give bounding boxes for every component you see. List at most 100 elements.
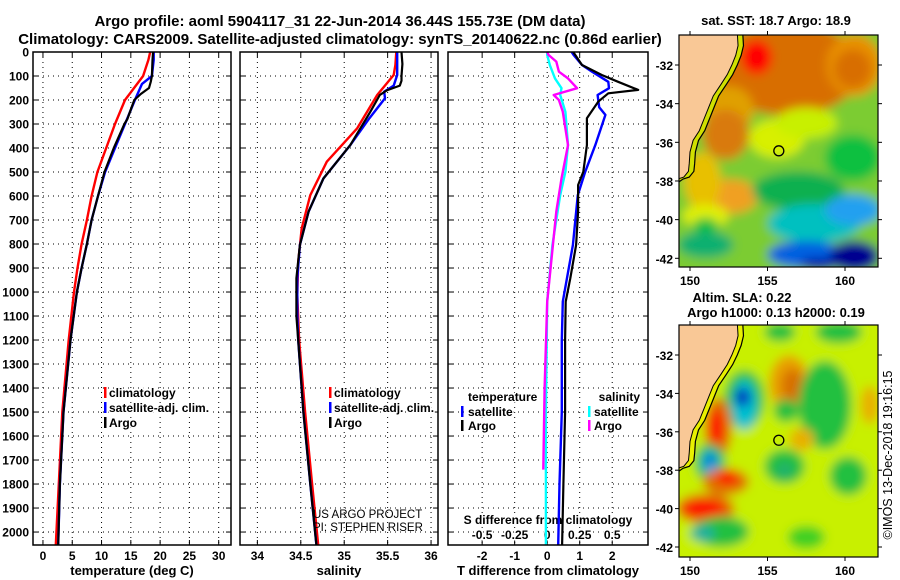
- legend-swatch: [588, 420, 591, 431]
- x-tick-label: 15: [124, 549, 138, 563]
- map-field-patch: [824, 194, 878, 226]
- x-tick-label: 30: [212, 549, 226, 563]
- x-tick-label: 36: [424, 549, 438, 563]
- map-image-sla: [679, 325, 878, 557]
- x-tick-label: 34: [251, 549, 265, 563]
- map-field-patch: [800, 258, 838, 267]
- x-tick-label: 34.5: [289, 549, 313, 563]
- map-panels: sat. SST: 18.7 Argo: 18.9 -32 -34 -36 -38 -40…: [656, 13, 882, 578]
- map-field-patch: [773, 399, 799, 423]
- map-field-patch: [829, 456, 867, 496]
- y-tick-label: 1400: [2, 382, 29, 396]
- isobath-line: [679, 325, 745, 472]
- lat-tick-label: -32: [656, 349, 674, 363]
- legend-swatch: [329, 417, 332, 428]
- continental-shelf: [679, 35, 744, 182]
- legend-swatch: [329, 402, 332, 413]
- map-field-patch: [789, 427, 814, 452]
- isobath-line: [679, 35, 745, 183]
- legend-label: satellite-adj. clim.: [334, 401, 434, 415]
- lon-tick-label: 150: [680, 564, 700, 578]
- map-title: Argo h1000: 0.13 h2000: 0.19: [687, 305, 865, 320]
- s-tick-label: 0.25: [568, 528, 592, 542]
- y-tick-label: 600: [9, 190, 29, 204]
- lon-tick-label: 155: [757, 274, 777, 288]
- legend-swatch: [461, 406, 464, 417]
- y-tick-label: 1800: [2, 478, 29, 492]
- land-australia: [679, 325, 739, 469]
- map-field-patch: [706, 453, 715, 468]
- y-tick-label: 1700: [2, 454, 29, 468]
- y-tick-label: 0: [22, 46, 29, 60]
- y-tick-label: 800: [9, 238, 29, 252]
- map-frame: [678, 324, 879, 558]
- continental-shelf: [679, 325, 744, 472]
- map-field-patch: [764, 325, 796, 342]
- series-line-s-argo: [542, 51, 579, 470]
- y-tick-label: 2000: [2, 526, 29, 540]
- series-line-argo: [295, 51, 404, 546]
- legend-label: satellite: [594, 405, 639, 419]
- figure-title-line2: Climatology: CARS2009. Satellite-adjuste…: [18, 31, 662, 48]
- map-field-patch: [741, 39, 773, 75]
- map-field-patch: [693, 217, 718, 234]
- x-tick-label: -1: [509, 549, 520, 563]
- y-tick-label: 1600: [2, 430, 29, 444]
- map-field-patch: [781, 368, 804, 403]
- map-field-patch: [682, 499, 726, 518]
- lat-tick-label: -34: [656, 387, 674, 401]
- legend-label: climatology: [109, 386, 176, 400]
- legend-label: Argo: [334, 416, 362, 430]
- lon-tick-label: 155: [757, 564, 777, 578]
- lat-tick-label: -32: [656, 59, 674, 73]
- map-field-patch: [798, 360, 852, 450]
- y-tick-label: 1100: [3, 310, 29, 324]
- series-line-t-satellite: [557, 51, 611, 546]
- series-line-t-argo: [561, 51, 640, 546]
- x-axis-label: salinity: [317, 563, 363, 578]
- panel-difference: -2 -1 0 1 2T difference from climatology -0.5…: [447, 51, 649, 578]
- y-tick-label: 1300: [2, 358, 29, 372]
- lat-tick-label: -38: [656, 464, 674, 478]
- float-position-marker: [773, 434, 785, 446]
- legend-label: satellite-adj. clim.: [109, 401, 209, 415]
- lat-tick-label: -36: [656, 426, 674, 440]
- lon-tick-label: 150: [680, 274, 700, 288]
- profile-panels: 0 5 10 15 20 25 300100200300400500600700800900…: [2, 46, 649, 578]
- x-tick-label: 1: [576, 549, 583, 563]
- map-field-patch: [752, 171, 845, 210]
- panel-temperature: 0 5 10 15 20 25 300100200300400500600700800900…: [2, 46, 232, 578]
- x-tick-label: 20: [153, 549, 167, 563]
- x-tick-label: 5: [69, 549, 76, 563]
- legend-header-salinity: salinity: [599, 390, 641, 404]
- x-tick-label: 2: [609, 549, 616, 563]
- panel-frame: [32, 51, 232, 546]
- x-tick-label: 35.5: [376, 549, 400, 563]
- map-field-patch: [860, 385, 878, 425]
- map-field-patch: [824, 134, 878, 181]
- map-field-patch: [775, 107, 838, 139]
- x-tick-label: 25: [183, 549, 197, 563]
- panel-salinity: 34 34.5 35 35.5 36 salinity climatologysatelli…: [239, 51, 439, 578]
- y-tick-label: 500: [9, 166, 29, 180]
- x-tick-label: 0: [544, 549, 551, 563]
- lon-tick-label: 160: [835, 564, 855, 578]
- imos-watermark: ©IMOS 13-Dec-2018 19:16:15: [881, 370, 895, 539]
- map-field-patch: [776, 462, 793, 478]
- legend-swatch: [588, 406, 591, 417]
- panel-frame: [239, 51, 439, 546]
- y-tick-label: 1900: [2, 502, 29, 516]
- y-tick-label: 1500: [2, 406, 29, 420]
- map-image-sst: [679, 35, 878, 267]
- legend-label: climatology: [334, 386, 401, 400]
- lat-tick-label: -42: [656, 541, 674, 555]
- y-tick-label: 700: [9, 214, 29, 228]
- float-position-marker: [773, 145, 785, 157]
- figure-title-line1: Argo profile: aoml 5904117_31 22-Jun-201…: [94, 13, 585, 30]
- y-tick-label: 400: [9, 142, 29, 156]
- y-tick-label: 1200: [2, 334, 29, 348]
- map-field-patch: [734, 387, 751, 407]
- lat-tick-label: -42: [656, 252, 674, 266]
